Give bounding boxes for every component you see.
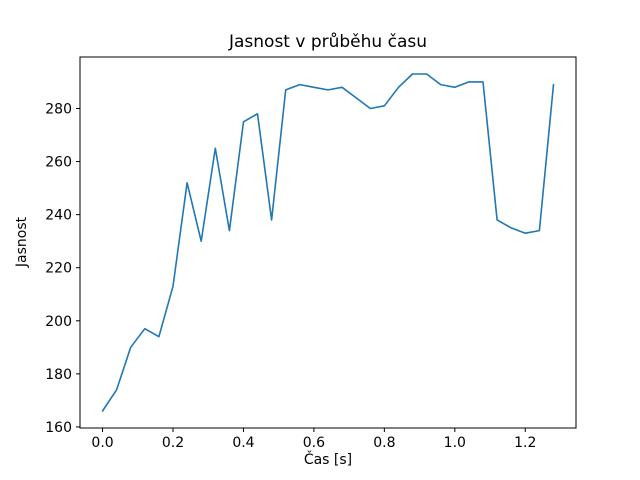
x-tick-label: 0.6 (303, 435, 325, 451)
x-tick-label: 0.2 (162, 435, 184, 451)
axis-ticks: 0.0 0.2 0.4 0.6 0.8 1.0 1.2 160 180 200 220 240 260 2… (45, 101, 536, 451)
y-tick-label: 280 (45, 101, 72, 117)
x-tick-label: 0.8 (373, 435, 395, 451)
y-tick-label: 240 (45, 208, 72, 224)
plot-border (79, 56, 577, 429)
y-tick-label: 260 (45, 155, 72, 171)
y-tick-label: 200 (45, 314, 72, 330)
brightness-data-line (101, 73, 555, 412)
y-tick-label: 180 (45, 367, 72, 383)
data-series-layer (101, 73, 555, 412)
x-axis-label: Čas [s] (304, 450, 352, 468)
x-tick-label: 1.2 (514, 435, 536, 451)
x-tick-label: 0.0 (91, 435, 113, 451)
x-tick-label: 1.0 (444, 435, 466, 451)
x-tick-label: 0.4 (232, 435, 254, 451)
chart-title: Jasnost v průběhu času (228, 32, 427, 52)
y-tick-label: 220 (45, 261, 72, 277)
plot-area (80, 57, 576, 428)
y-axis-label: Jasnost (14, 216, 30, 268)
y-tick-label: 160 (45, 420, 72, 436)
